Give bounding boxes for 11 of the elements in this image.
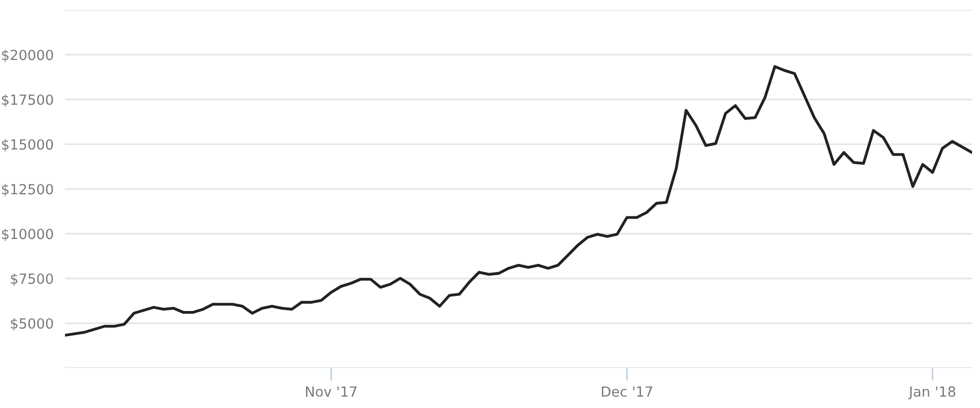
y-tick-label: $12500 bbox=[2, 184, 53, 196]
y-tick-label: $15000 bbox=[2, 138, 53, 152]
y-tick-label: $10000 bbox=[2, 228, 53, 242]
y-tick-label: $17500 bbox=[2, 94, 53, 107]
x-tick-label: Nov '17 bbox=[306, 386, 357, 397]
y-tick-label: $5000 bbox=[10, 318, 53, 331]
y-tick-label: $20000 bbox=[2, 49, 53, 62]
x-tick-label: Dec '17 bbox=[602, 386, 652, 397]
y-tick-label: $7500 bbox=[10, 273, 53, 286]
x-tick-label: Jan '18 bbox=[908, 386, 956, 400]
line-series bbox=[65, 65, 972, 337]
